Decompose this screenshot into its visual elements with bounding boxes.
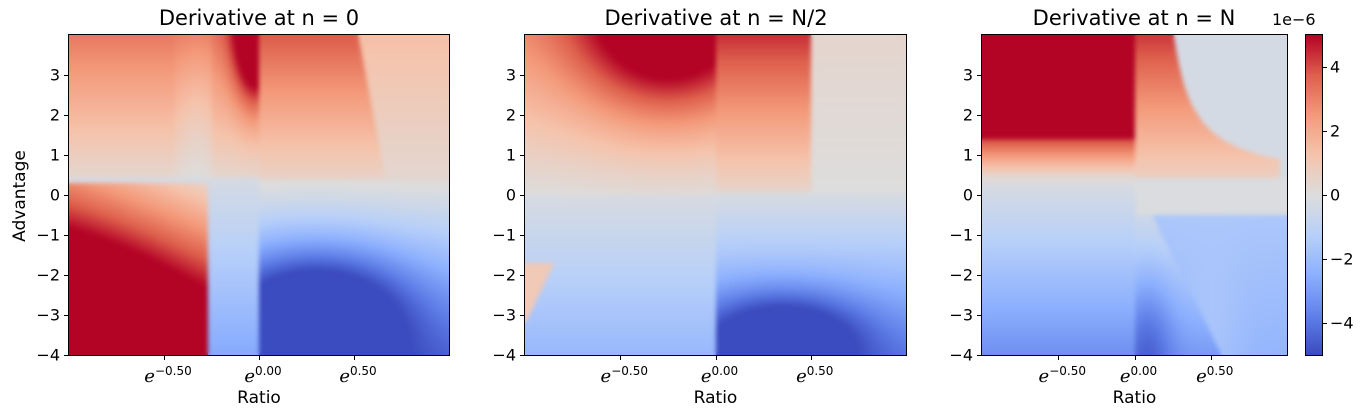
- x-axis-label: Ratio: [237, 388, 281, 408]
- y-tick-label: 1: [49, 145, 60, 165]
- y-tick-mark: [977, 235, 982, 236]
- y-tick-label: −1: [949, 225, 973, 245]
- panel-1-canvas: [69, 35, 449, 355]
- y-tick-label: 2: [505, 105, 516, 125]
- colorbar-tick-mark: [1322, 195, 1327, 196]
- y-tick-mark: [977, 115, 982, 116]
- y-tick-mark: [64, 275, 69, 276]
- y-tick-mark: [520, 275, 525, 276]
- colorbar-tick-mark: [1322, 323, 1327, 324]
- colorbar: [1305, 34, 1323, 356]
- y-tick-label: 3: [49, 65, 60, 85]
- y-tick-label: −4: [36, 345, 60, 365]
- y-tick-mark: [64, 195, 69, 196]
- x-tick-label: e0.00: [1119, 364, 1158, 387]
- y-tick-mark: [977, 155, 982, 156]
- y-tick-mark: [977, 315, 982, 316]
- x-tick-label: e0.50: [339, 364, 377, 387]
- y-tick-mark: [64, 75, 69, 76]
- x-tick-label: e0.50: [1196, 364, 1234, 387]
- y-tick-label: 1: [505, 145, 516, 165]
- y-tick-mark: [977, 75, 982, 76]
- y-tick-mark: [520, 315, 525, 316]
- y-tick-mark: [520, 115, 525, 116]
- x-tick-mark: [715, 355, 717, 360]
- y-tick-label: 3: [962, 65, 973, 85]
- colorbar-tick-mark: [1322, 131, 1327, 132]
- y-tick-mark: [977, 355, 982, 356]
- colorbar-tick-label: 2: [1330, 121, 1341, 141]
- y-tick-mark: [977, 195, 982, 196]
- x-axis-label: Ratio: [1112, 388, 1157, 408]
- y-tick-label: 2: [962, 105, 973, 125]
- y-tick-mark: [520, 75, 525, 76]
- y-tick-mark: [520, 235, 525, 236]
- y-tick-label: −3: [949, 305, 973, 325]
- x-tick-label: e0.50: [796, 364, 834, 387]
- colorbar-tick-label: −2: [1330, 249, 1354, 269]
- x-tick-mark: [1134, 355, 1136, 360]
- y-tick-mark: [64, 155, 69, 156]
- x-tick-mark: [259, 355, 260, 360]
- colorbar-tick-label: 4: [1330, 57, 1341, 77]
- panel-3-heatmap: [981, 34, 1288, 356]
- y-tick-mark: [64, 355, 69, 356]
- colorbar-tick-label: 0: [1330, 185, 1341, 205]
- y-tick-label: 1: [962, 145, 973, 165]
- y-tick-label: −1: [492, 225, 516, 245]
- y-tick-mark: [520, 195, 525, 196]
- panel-3-canvas: [982, 35, 1287, 355]
- x-tick-mark: [1058, 355, 1060, 360]
- panel-1-title: Derivative at n = 0: [158, 6, 360, 30]
- y-tick-mark: [520, 155, 525, 156]
- colorbar-tick-mark: [1322, 67, 1327, 68]
- panel-2-title: Derivative at n = N/2: [604, 6, 828, 30]
- y-tick-label: −2: [36, 265, 60, 285]
- y-tick-label: −3: [36, 305, 60, 325]
- x-tick-label: e0.00: [244, 364, 282, 387]
- colorbar-tick-mark: [1322, 259, 1327, 260]
- y-tick-label: 0: [505, 185, 516, 205]
- panel-2-heatmap: [524, 34, 907, 356]
- x-tick-mark: [354, 355, 355, 360]
- x-tick-mark: [810, 355, 812, 360]
- y-tick-label: 3: [505, 65, 516, 85]
- x-tick-label: e−0.50: [1038, 364, 1086, 387]
- y-tick-label: −2: [492, 265, 516, 285]
- x-tick-label: e−0.50: [600, 364, 648, 387]
- x-tick-mark: [1210, 355, 1212, 360]
- x-tick-mark: [620, 355, 622, 360]
- x-tick-label: e−0.50: [144, 364, 192, 387]
- x-tick-mark: [164, 355, 165, 360]
- y-tick-mark: [520, 355, 525, 356]
- x-tick-label: e0.00: [700, 364, 739, 387]
- panel-3-title: Derivative at n = N: [1032, 6, 1236, 30]
- y-tick-mark: [64, 115, 69, 116]
- colorbar-offset-label: 1e−6: [1272, 10, 1316, 29]
- y-tick-mark: [977, 275, 982, 276]
- y-tick-label: −2: [949, 265, 973, 285]
- x-axis-label: Ratio: [693, 388, 738, 408]
- y-tick-label: 0: [49, 185, 60, 205]
- y-tick-label: 2: [49, 105, 60, 125]
- panel-1-heatmap: [68, 34, 450, 356]
- y-tick-label: 0: [962, 185, 973, 205]
- y-tick-mark: [64, 315, 69, 316]
- colorbar-tick-label: −4: [1330, 313, 1354, 333]
- y-tick-label: −4: [949, 345, 973, 365]
- colorbar-canvas: [1306, 35, 1322, 355]
- y-tick-label: −4: [492, 345, 516, 365]
- panel-2-canvas: [525, 35, 906, 355]
- y-tick-label: −3: [492, 305, 516, 325]
- y-tick-mark: [64, 235, 69, 236]
- y-tick-label: −1: [36, 225, 60, 245]
